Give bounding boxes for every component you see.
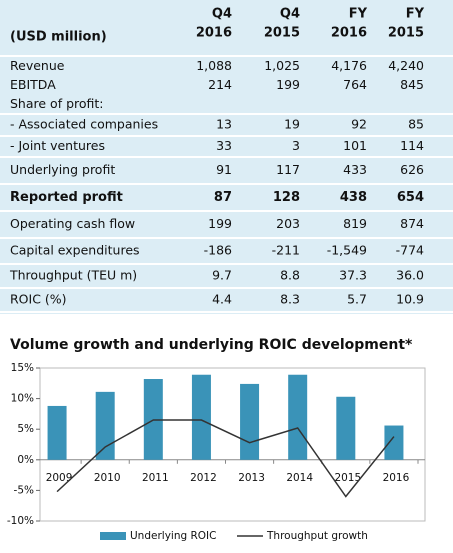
x-tick-label: 2010: [94, 472, 121, 484]
cell: 1,025: [264, 58, 300, 73]
column-header: 2016: [196, 26, 232, 41]
cell: 10.9: [396, 292, 424, 307]
cell: 845: [400, 77, 424, 92]
cell: 4,240: [388, 58, 424, 73]
cell: 433: [343, 162, 367, 177]
cell: -211: [272, 243, 300, 258]
cell: 199: [276, 77, 300, 92]
column-header: Q4: [212, 7, 232, 22]
column-header: FY: [406, 7, 425, 22]
bar: [288, 374, 308, 460]
legend-label: Throughput growth: [266, 530, 368, 542]
x-tick-label: 2012: [190, 472, 217, 484]
cell: 214: [208, 77, 232, 92]
row-label: Underlying profit: [10, 162, 115, 177]
cell: 128: [273, 190, 300, 205]
cell: 37.3: [339, 268, 367, 283]
y-tick-label: 10%: [11, 393, 34, 405]
cell: 19: [284, 117, 300, 132]
y-tick-label: 5%: [17, 423, 34, 435]
chart-title: Volume growth and underlying ROIC develo…: [10, 337, 413, 353]
cell: 8.8: [280, 268, 300, 283]
row-label: Throughput (TEU m): [9, 268, 137, 283]
bar: [384, 425, 404, 460]
column-header: FY: [349, 7, 368, 22]
column-header: Q4: [280, 7, 300, 22]
column-header: 2015: [388, 26, 424, 41]
x-tick-label: 2009: [46, 472, 73, 484]
cell: 36.0: [396, 268, 424, 283]
cell: 92: [351, 117, 367, 132]
cell: 5.7: [347, 292, 367, 307]
x-tick-label: 2014: [286, 472, 313, 484]
row-label: EBITDA: [10, 77, 56, 92]
x-tick-label: 2015: [334, 472, 361, 484]
row-label: Operating cash flow: [10, 216, 135, 231]
cell: 1,088: [196, 58, 232, 73]
y-tick-label: -10%: [7, 515, 34, 527]
cell: 117: [276, 162, 300, 177]
cell: 87: [214, 190, 232, 205]
cell: -186: [204, 243, 232, 258]
cell: 654: [397, 190, 424, 205]
cell: 438: [340, 190, 367, 205]
row-label: Share of profit:: [10, 96, 104, 111]
cell: 91: [216, 162, 232, 177]
cell: 626: [400, 162, 424, 177]
cell: 4.4: [212, 292, 232, 307]
cell: -1,549: [327, 243, 367, 258]
bar: [240, 383, 260, 460]
cell: 101: [343, 138, 367, 153]
cell: 33: [216, 138, 232, 153]
cell: 13: [216, 117, 232, 132]
bar: [336, 396, 356, 460]
row-label: ROIC (%): [10, 292, 67, 307]
cell: -774: [396, 243, 424, 258]
row-label: Reported profit: [10, 190, 123, 205]
y-tick-label: -5%: [14, 484, 34, 496]
x-tick-label: 2011: [142, 472, 169, 484]
row-label: - Associated companies: [10, 117, 158, 132]
cell: 9.7: [212, 268, 232, 283]
x-tick-label: 2016: [383, 472, 410, 484]
plot-frame: [39, 367, 426, 522]
header-label: (USD million): [10, 30, 107, 45]
cell: 874: [400, 216, 424, 231]
row-label: - Joint ventures: [10, 138, 105, 153]
x-tick-label: 2013: [238, 472, 265, 484]
row-label: Capital expenditures: [10, 243, 140, 258]
cell: 203: [276, 216, 300, 231]
cell: 114: [400, 138, 424, 153]
cell: 8.3: [280, 292, 300, 307]
column-header: 2016: [331, 26, 367, 41]
y-tick-label: 15%: [11, 362, 34, 374]
y-tick-label: 0%: [17, 454, 34, 466]
bar: [95, 391, 115, 460]
legend-swatch: [100, 532, 126, 540]
bar: [191, 374, 211, 460]
cell: 764: [343, 77, 367, 92]
line: [56, 419, 395, 498]
cell: 4,176: [331, 58, 367, 73]
row-label: Revenue: [10, 58, 65, 73]
cell: 3: [292, 138, 300, 153]
column-header: 2015: [264, 26, 300, 41]
cell: 85: [408, 117, 424, 132]
cell: 199: [208, 216, 232, 231]
bar: [47, 405, 67, 460]
cell: 819: [343, 216, 367, 231]
legend-label: Underlying ROIC: [130, 530, 216, 542]
